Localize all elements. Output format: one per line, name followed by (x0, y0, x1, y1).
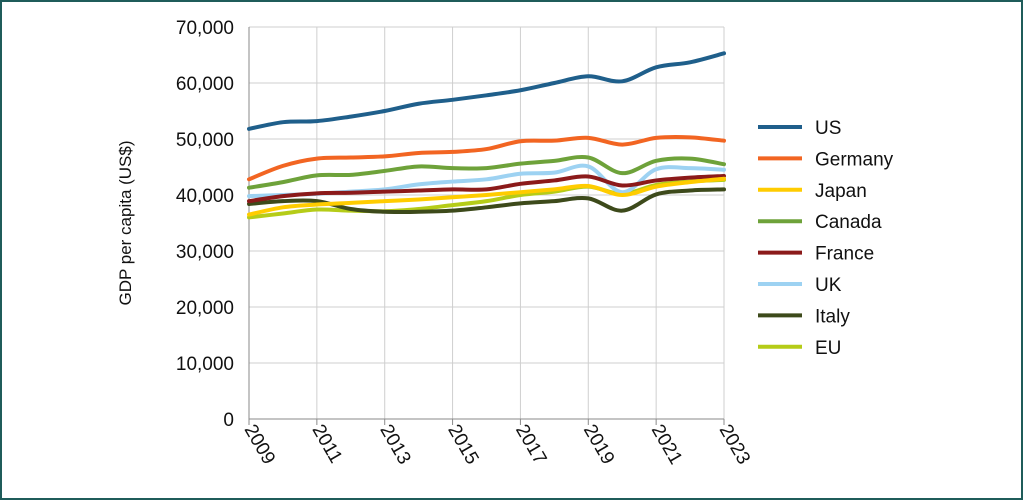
x-tick-label: 2017 (511, 421, 550, 468)
series-line-japan (247, 176, 726, 217)
y-tick-label: 10,000 (176, 354, 234, 375)
legend-label-uk: UK (815, 275, 842, 296)
series-line-france (247, 173, 726, 204)
series-line-germany (247, 134, 726, 182)
x-tick-label: 2019 (579, 421, 618, 468)
y-tick-label: 70,000 (176, 18, 234, 39)
legend-label-japan: Japan (815, 181, 867, 202)
legend-label-france: France (815, 244, 874, 265)
series-line-us (247, 51, 726, 131)
legend-label-eu: EU (815, 338, 841, 359)
y-axis-label: GDP per capita (US$) (116, 140, 135, 305)
legend-label-us: US (815, 118, 841, 139)
y-tick-label: 20,000 (176, 298, 234, 319)
y-tick-label: 40,000 (176, 186, 234, 207)
x-tick-label: 2023 (715, 421, 754, 468)
series-line-canada (247, 154, 726, 190)
legend-label-germany: Germany (815, 149, 894, 170)
x-tick-label: 2015 (443, 421, 482, 468)
legend-label-italy: Italy (815, 306, 850, 327)
x-tick-label: 2021 (647, 421, 686, 468)
y-tick-label: 0 (223, 410, 234, 431)
y-tick-label: 30,000 (176, 242, 234, 263)
x-tick-label: 2011 (308, 421, 347, 467)
y-tick-label: 50,000 (176, 130, 234, 151)
y-tick-label: 60,000 (176, 74, 234, 95)
x-tick-label: 2009 (240, 421, 279, 468)
legend-label-canada: Canada (815, 212, 882, 233)
x-tick-label: 2013 (375, 421, 414, 468)
